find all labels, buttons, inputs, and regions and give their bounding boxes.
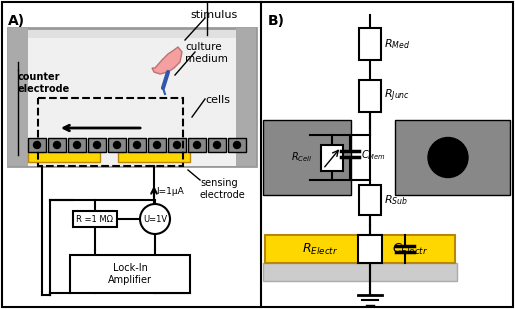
Text: R =1 MΩ: R =1 MΩ: [77, 214, 113, 223]
Text: $R_{Electr}$: $R_{Electr}$: [302, 241, 338, 256]
Text: sensing
electrode: sensing electrode: [200, 178, 246, 200]
Circle shape: [140, 204, 170, 234]
Text: $R_{Junc}$: $R_{Junc}$: [384, 88, 410, 104]
Bar: [48, 138, 66, 152]
Bar: [148, 138, 166, 152]
Circle shape: [133, 142, 141, 149]
Circle shape: [174, 142, 180, 149]
Bar: [38, 98, 183, 166]
Bar: [28, 152, 100, 162]
Bar: [168, 138, 186, 152]
Bar: [236, 28, 256, 166]
Circle shape: [54, 142, 60, 149]
Circle shape: [153, 142, 161, 149]
Bar: [358, 235, 382, 263]
Bar: [68, 138, 86, 152]
Circle shape: [33, 142, 41, 149]
Text: $R_{Cell}$: $R_{Cell}$: [290, 150, 312, 164]
Text: I=1µA: I=1µA: [156, 188, 184, 197]
Bar: [188, 138, 206, 152]
Text: cells: cells: [205, 95, 230, 105]
Bar: [321, 145, 343, 171]
Bar: [263, 120, 351, 195]
Text: $R_{Sub}$: $R_{Sub}$: [384, 193, 408, 207]
Bar: [265, 235, 455, 263]
Bar: [263, 263, 457, 281]
Bar: [208, 138, 226, 152]
Bar: [73, 211, 117, 227]
Text: B): B): [268, 14, 285, 28]
Bar: [359, 28, 381, 60]
Polygon shape: [152, 47, 182, 74]
Bar: [359, 185, 381, 215]
Bar: [88, 138, 106, 152]
Bar: [8, 28, 256, 166]
Circle shape: [214, 142, 220, 149]
Circle shape: [194, 142, 200, 149]
Bar: [28, 138, 46, 152]
Circle shape: [113, 142, 121, 149]
Bar: [28, 38, 236, 166]
Bar: [70, 255, 190, 293]
Circle shape: [233, 142, 241, 149]
Text: A): A): [8, 14, 25, 28]
Bar: [395, 120, 510, 195]
Bar: [128, 138, 146, 152]
Text: $C_{Mem}$: $C_{Mem}$: [361, 148, 386, 162]
Text: culture
medium: culture medium: [185, 42, 228, 64]
Circle shape: [94, 142, 100, 149]
Text: $R_{Med}$: $R_{Med}$: [384, 37, 410, 51]
Text: stimulus: stimulus: [190, 10, 237, 20]
Bar: [228, 138, 246, 152]
Circle shape: [74, 142, 80, 149]
Bar: [118, 152, 190, 162]
Circle shape: [428, 138, 468, 177]
Text: Lock-In
Amplifier: Lock-In Amplifier: [108, 263, 152, 285]
Bar: [359, 80, 381, 112]
Text: counter
electrode: counter electrode: [18, 72, 70, 94]
Bar: [108, 138, 126, 152]
Text: $C_{Electr}$: $C_{Electr}$: [392, 241, 428, 256]
Text: U=1V: U=1V: [143, 214, 167, 223]
Bar: [8, 28, 28, 166]
